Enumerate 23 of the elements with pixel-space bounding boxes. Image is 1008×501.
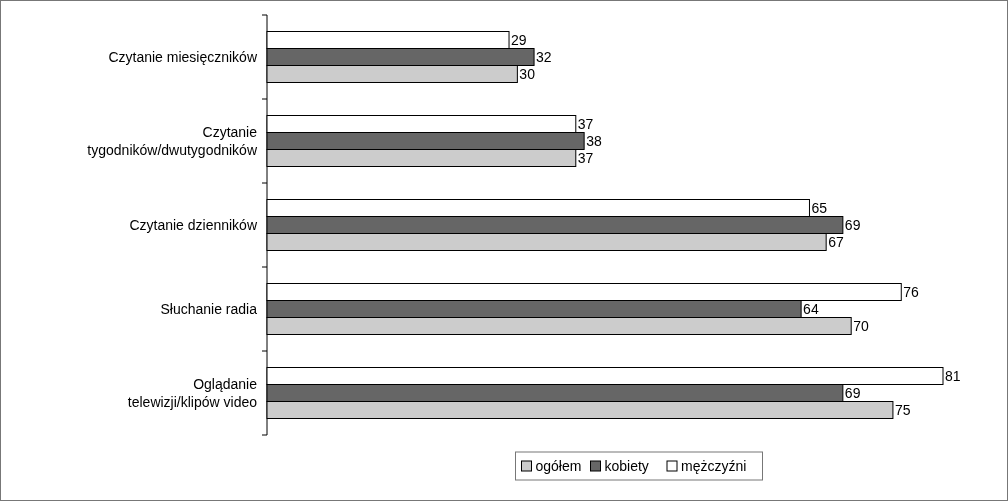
- data-label: 30: [519, 66, 536, 82]
- data-label: 29: [511, 32, 527, 48]
- data-label: 38: [586, 133, 602, 149]
- y-tick-label: Czytanie dzienników: [129, 217, 258, 233]
- data-label: 65: [811, 200, 828, 216]
- data-label: 76: [903, 284, 920, 300]
- data-label: 64: [803, 301, 819, 317]
- data-label: 37: [577, 150, 594, 166]
- y-tick-label: Słuchanie radia: [160, 301, 258, 317]
- y-tick-label: Czytanie miesięczników: [108, 49, 258, 65]
- y-tick-label: Czytanie tygodników/dwutygodników: [87, 124, 258, 158]
- data-label: 67: [828, 234, 844, 250]
- data-label: 32: [536, 49, 552, 65]
- legend-label: kobiety: [604, 458, 649, 474]
- data-label: 37: [577, 116, 594, 132]
- data-label: 75: [894, 402, 911, 418]
- legend-label: mężczyźni: [681, 458, 747, 474]
- legend-label: ogółem: [535, 458, 582, 474]
- data-label: 69: [844, 217, 861, 233]
- data-label: 81: [945, 368, 961, 384]
- y-tick-label: Oglądanie telewizji/klipów video: [127, 376, 258, 410]
- data-label: 70: [853, 318, 869, 334]
- data-label: 69: [844, 385, 861, 401]
